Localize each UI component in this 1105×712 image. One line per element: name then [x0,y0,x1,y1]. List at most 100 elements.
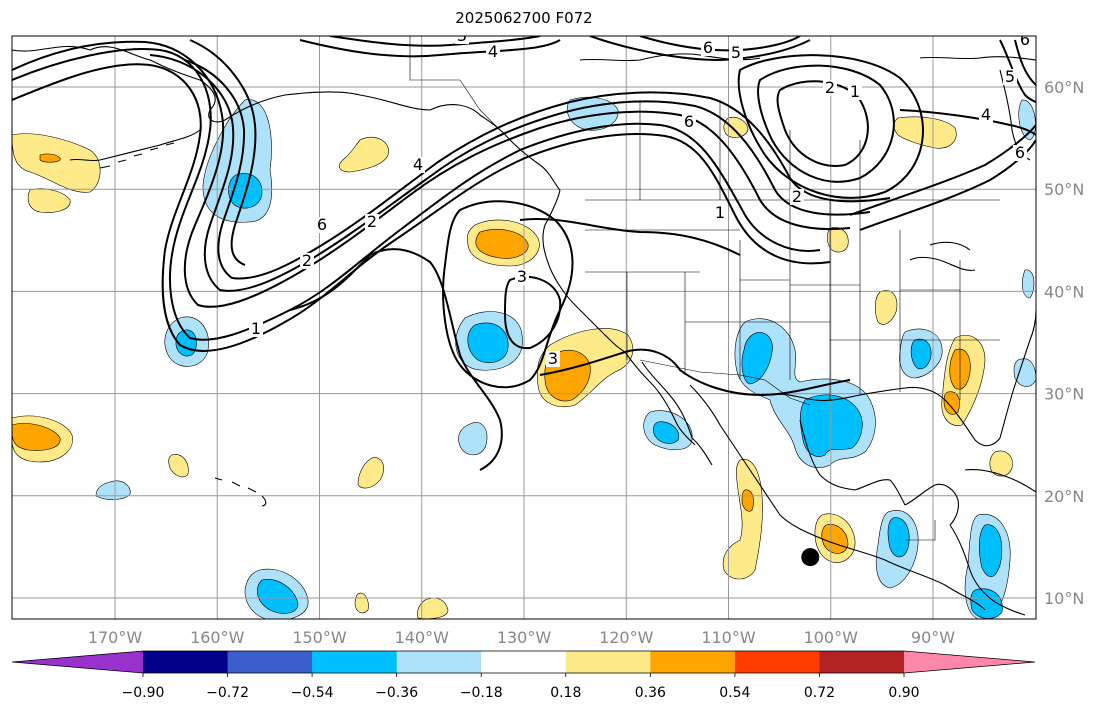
coastline [909,256,976,271]
colorbar-segment [227,651,313,673]
coastline [214,477,267,507]
contour-label-background [249,321,263,337]
anomaly-area-negative [1013,358,1036,387]
longitude-tick-label: 130°W [497,628,552,647]
latitude-tick-labels: 10°N 20°N 30°N 40°N 50°N 60°N [1044,78,1084,608]
gridlines [12,36,1036,619]
contour-label: 6 [684,112,694,131]
contour-label-background [729,45,743,61]
contour-label: 6 [1020,30,1030,49]
contour-label-background [365,214,379,230]
coastline [964,468,1036,493]
contour-label: 3 [548,349,558,368]
map-frame [11,35,1037,620]
coastline [689,384,986,611]
colorbar-tick-label: 0.54 [719,685,750,701]
location-marker [801,548,820,567]
colorbar-segment [565,651,651,673]
border-alaska-canada [409,36,501,131]
contour-label: 3 [457,26,467,45]
contour-label-background [315,217,329,233]
anomaly-area-negative [95,480,131,500]
coastline [624,351,696,446]
contour-line [757,64,895,183]
anomaly-area-negative-core [653,421,680,444]
contour-line [12,48,821,341]
contour-label: 5 [731,43,741,62]
contour-label: 6 [1015,143,1025,162]
anomaly-area-positive-core [12,423,61,451]
anomaly-area-positive [339,136,389,173]
contour-label-background [411,157,425,173]
colorbar-segment [734,651,820,673]
contour-label: 2 [367,212,377,231]
contour-line [589,36,811,62]
anomaly-area-positive [357,457,384,489]
anomaly-area-negative-core [799,394,863,457]
colorbar-tick-label: 0.18 [550,685,581,701]
contour-line [189,39,257,266]
anomaly-area-negative-core [887,517,910,558]
contour-label: 5 [1005,67,1015,86]
colorbar-tick-label: −0.18 [460,685,503,701]
contour-label: 1 [850,82,860,101]
contour-line [519,218,741,256]
contour-label: 2 [825,78,835,97]
coastline [949,524,1026,616]
contour-line [289,248,503,471]
colorbar-tick-label: 0.72 [804,685,835,701]
anomaly-area-positive [989,450,1013,477]
longitude-tick-labels: 170°W 160°W 150°W 140°W 130°W 120°W 110°W 100°W… [88,628,955,647]
border-us-mexico [639,359,811,406]
colorbar-segment [143,651,229,673]
anomaly-area-negative-core [741,332,773,385]
contour-label-background [682,114,696,130]
contour-line [1014,39,1036,86]
colorbar-segment [819,651,905,673]
contour-label-background [979,107,993,123]
coastline [929,241,971,251]
anomaly-area-negative-core [910,338,932,370]
longitude-tick-label: 120°W [599,628,654,647]
longitude-tick-label: 90°W [911,628,955,647]
anomaly-area-positive [12,133,101,193]
colorbar-tick-label: 0.90 [888,685,919,701]
coastline [904,483,959,526]
colorbar-extend-low [12,651,143,673]
province-borders [639,100,861,200]
page-title: 2025062700 F072 [455,9,593,27]
contour-label-background [455,36,469,44]
anomaly-area-negative-core [979,524,1003,577]
state-borders [585,200,1000,400]
latitude-tick-label: 50°N [1044,180,1084,199]
contour-label: 4 [488,42,498,61]
coastline [542,189,626,353]
contour-label-background [486,44,500,60]
contour-label-background [790,189,804,205]
contour-label-background [1003,69,1017,85]
anomaly-area-negative [1021,269,1035,299]
anomaly-area-negative-core [257,579,299,614]
anomaly-area-positive [168,454,189,478]
anomaly-area-positive [826,227,849,253]
contour-label-background [1013,145,1027,161]
anomaly-area-positive [417,597,449,619]
contour-line [503,275,562,350]
contour-label-background [515,269,529,285]
contour-label-background [823,80,837,96]
height-contours [12,36,1036,471]
longitude-tick-label: 110°W [701,628,756,647]
coastline [69,129,201,162]
border-mexico-guatemala [905,520,936,541]
contour-label-background [713,205,727,221]
colorbar-segment [481,651,567,673]
contour-line [849,124,1036,216]
contour-label-background [546,351,560,367]
anomaly-area-positive [874,290,898,325]
contour-line [737,54,924,199]
colorbar: −0.90 −0.72 −0.54 −0.36 −0.18 0.18 0.36 0.54 0.7… [11,650,1036,701]
contour-label: 4 [981,105,991,124]
